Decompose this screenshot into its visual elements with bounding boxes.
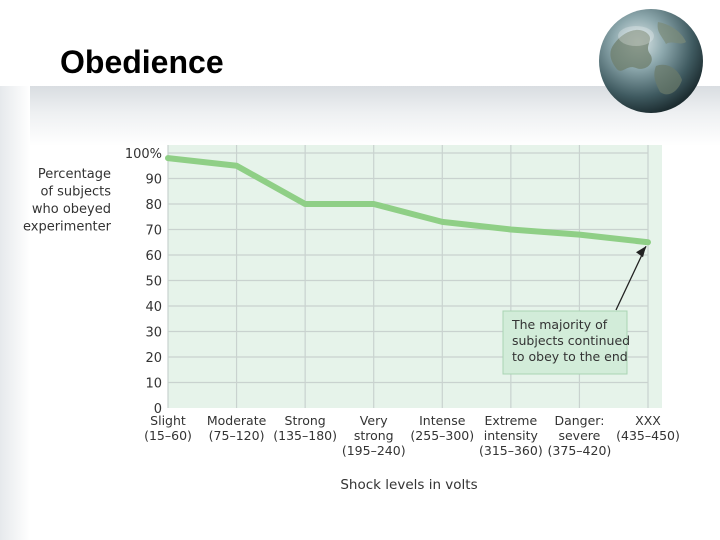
y-tick-label: 0 [154, 402, 162, 417]
x-tick-label: strong [354, 428, 394, 443]
x-tick-label: (435–450) [616, 428, 680, 443]
x-tick-label: Extreme [485, 413, 538, 428]
x-tick-label: (15–60) [144, 428, 192, 443]
x-tick-label: Intense [419, 413, 466, 428]
y-tick-label: 20 [145, 351, 162, 366]
title-band [0, 86, 720, 146]
y-tick-label: 90 [145, 173, 162, 188]
x-tick-label: (195–240) [342, 443, 406, 458]
data-point [439, 219, 445, 225]
y-tick-label: 70 [145, 224, 162, 239]
data-point [645, 239, 651, 245]
series-line [165, 155, 651, 246]
y-label-line: Percentage [38, 167, 111, 182]
x-tick-label: Danger: [554, 413, 604, 428]
x-tick-label: severe [558, 428, 600, 443]
x-tick-label: XXX [635, 413, 661, 428]
series-layer [165, 155, 651, 246]
y-label-line: experimenter [23, 220, 112, 235]
y-label-line: of subjects [40, 185, 111, 200]
x-tick-label: intensity [484, 428, 539, 443]
x-tick-label: Slight [150, 413, 186, 428]
x-tick-labels: Slight(15–60) Moderate(75–120) Strong(135–… [144, 413, 680, 458]
y-label-line: who obeyed [32, 202, 111, 217]
y-tick-label: 50 [145, 275, 162, 290]
y-tick-label: 100% [125, 147, 162, 162]
y-tick-label: 40 [145, 300, 162, 315]
y-tick-label: 10 [145, 377, 162, 392]
x-tick-label: Very [360, 413, 388, 428]
data-point [371, 201, 377, 207]
y-tick-label: 60 [145, 249, 162, 264]
data-point [234, 163, 240, 169]
y-tick-label: 80 [145, 198, 162, 213]
globe-icon [599, 9, 703, 113]
annotation-arrow [615, 245, 647, 311]
annotation-text: to obey to the end [512, 349, 628, 364]
x-tick-label: Strong [285, 413, 326, 428]
x-tick-label: Moderate [207, 413, 267, 428]
left-band [0, 86, 30, 540]
y-tick-label: 30 [145, 326, 162, 341]
data-point [165, 155, 171, 161]
y-tick-labels: 0 10 20 30 40 50 60 70 80 90 100% [125, 147, 162, 417]
annotation-text: The majority of [511, 317, 608, 332]
annotation-text: subjects continued [512, 333, 630, 348]
arrow-head-icon [636, 246, 646, 258]
x-tick-label: (375–420) [548, 443, 612, 458]
data-point [576, 232, 582, 238]
x-tick-label: (135–180) [273, 428, 337, 443]
x-tick-label: (255–300) [410, 428, 474, 443]
x-tick-label: (75–120) [209, 428, 265, 443]
x-axis-label: Shock levels in volts [340, 477, 477, 493]
annotation-box [502, 310, 628, 375]
slide-title: Obedience [60, 44, 224, 80]
y-axis-label: Percentage of subjects who obeyed experimen… [23, 167, 112, 235]
data-point [302, 201, 308, 207]
x-tick-label: (315–360) [479, 443, 543, 458]
data-point [508, 227, 514, 232]
